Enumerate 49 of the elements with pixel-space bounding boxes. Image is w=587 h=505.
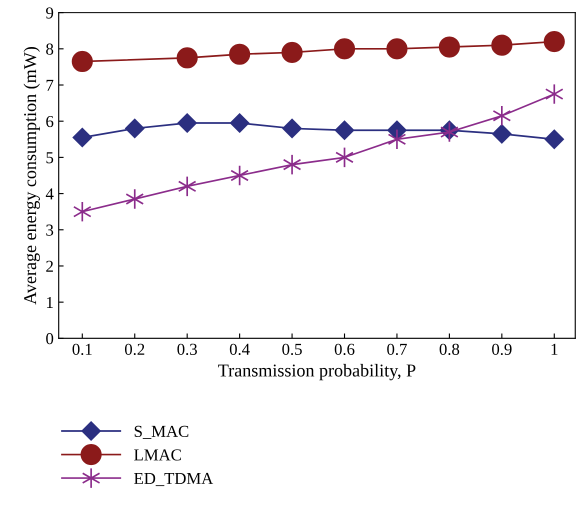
point — [334, 120, 354, 140]
legend-label: LMAC — [134, 449, 181, 461]
point — [230, 113, 250, 133]
point — [72, 50, 93, 72]
y-tick-label: 8 — [46, 44, 54, 55]
y-tick-label: 3 — [46, 224, 54, 236]
x-tick-label: 0.4 — [230, 344, 250, 356]
point — [545, 84, 564, 105]
x-tick-label: 0.9 — [492, 344, 512, 356]
point — [282, 118, 302, 138]
legend-label: S_MAC — [134, 426, 188, 439]
y-tick-label: 6 — [46, 116, 54, 128]
y-tick-label: 7 — [46, 80, 54, 91]
point — [386, 38, 408, 60]
y-axis-title: Average energy consumption (mW) — [24, 47, 40, 305]
point — [492, 105, 512, 126]
point — [388, 128, 406, 150]
y-tick-label: 0 — [46, 333, 54, 344]
y-tick-label: 9 — [46, 7, 54, 19]
point — [73, 201, 92, 222]
legend-label: ED_TDMA — [134, 472, 214, 486]
y-tick-label: 5 — [46, 152, 54, 164]
point — [438, 36, 460, 58]
point — [125, 118, 144, 138]
x-tick-label: 0.7 — [387, 344, 407, 356]
point — [544, 130, 564, 149]
point — [72, 128, 92, 148]
point — [282, 154, 302, 176]
point — [491, 34, 512, 56]
point — [178, 113, 197, 133]
x-tick-label: 0.3 — [177, 344, 197, 356]
point — [334, 38, 356, 60]
x-axis-title: Transmission probability, P — [218, 364, 416, 380]
x-tick-label: 1 — [552, 344, 558, 355]
x-tick-label: 0.8 — [440, 344, 460, 356]
point — [335, 146, 354, 168]
x-tick-label: 0.2 — [124, 344, 144, 356]
point — [229, 44, 250, 65]
point — [492, 124, 512, 144]
x-tick-label: 0.6 — [334, 344, 354, 356]
x-tick-label: 0.1 — [72, 344, 92, 356]
x-tick-label: 0.5 — [282, 344, 302, 356]
point — [544, 31, 565, 52]
y-tick-label: 2 — [46, 260, 53, 272]
point — [440, 122, 459, 143]
point — [176, 47, 198, 68]
point — [282, 42, 303, 63]
y-tick-label: 1 — [46, 296, 53, 308]
y-tick-label: 4 — [46, 188, 54, 200]
